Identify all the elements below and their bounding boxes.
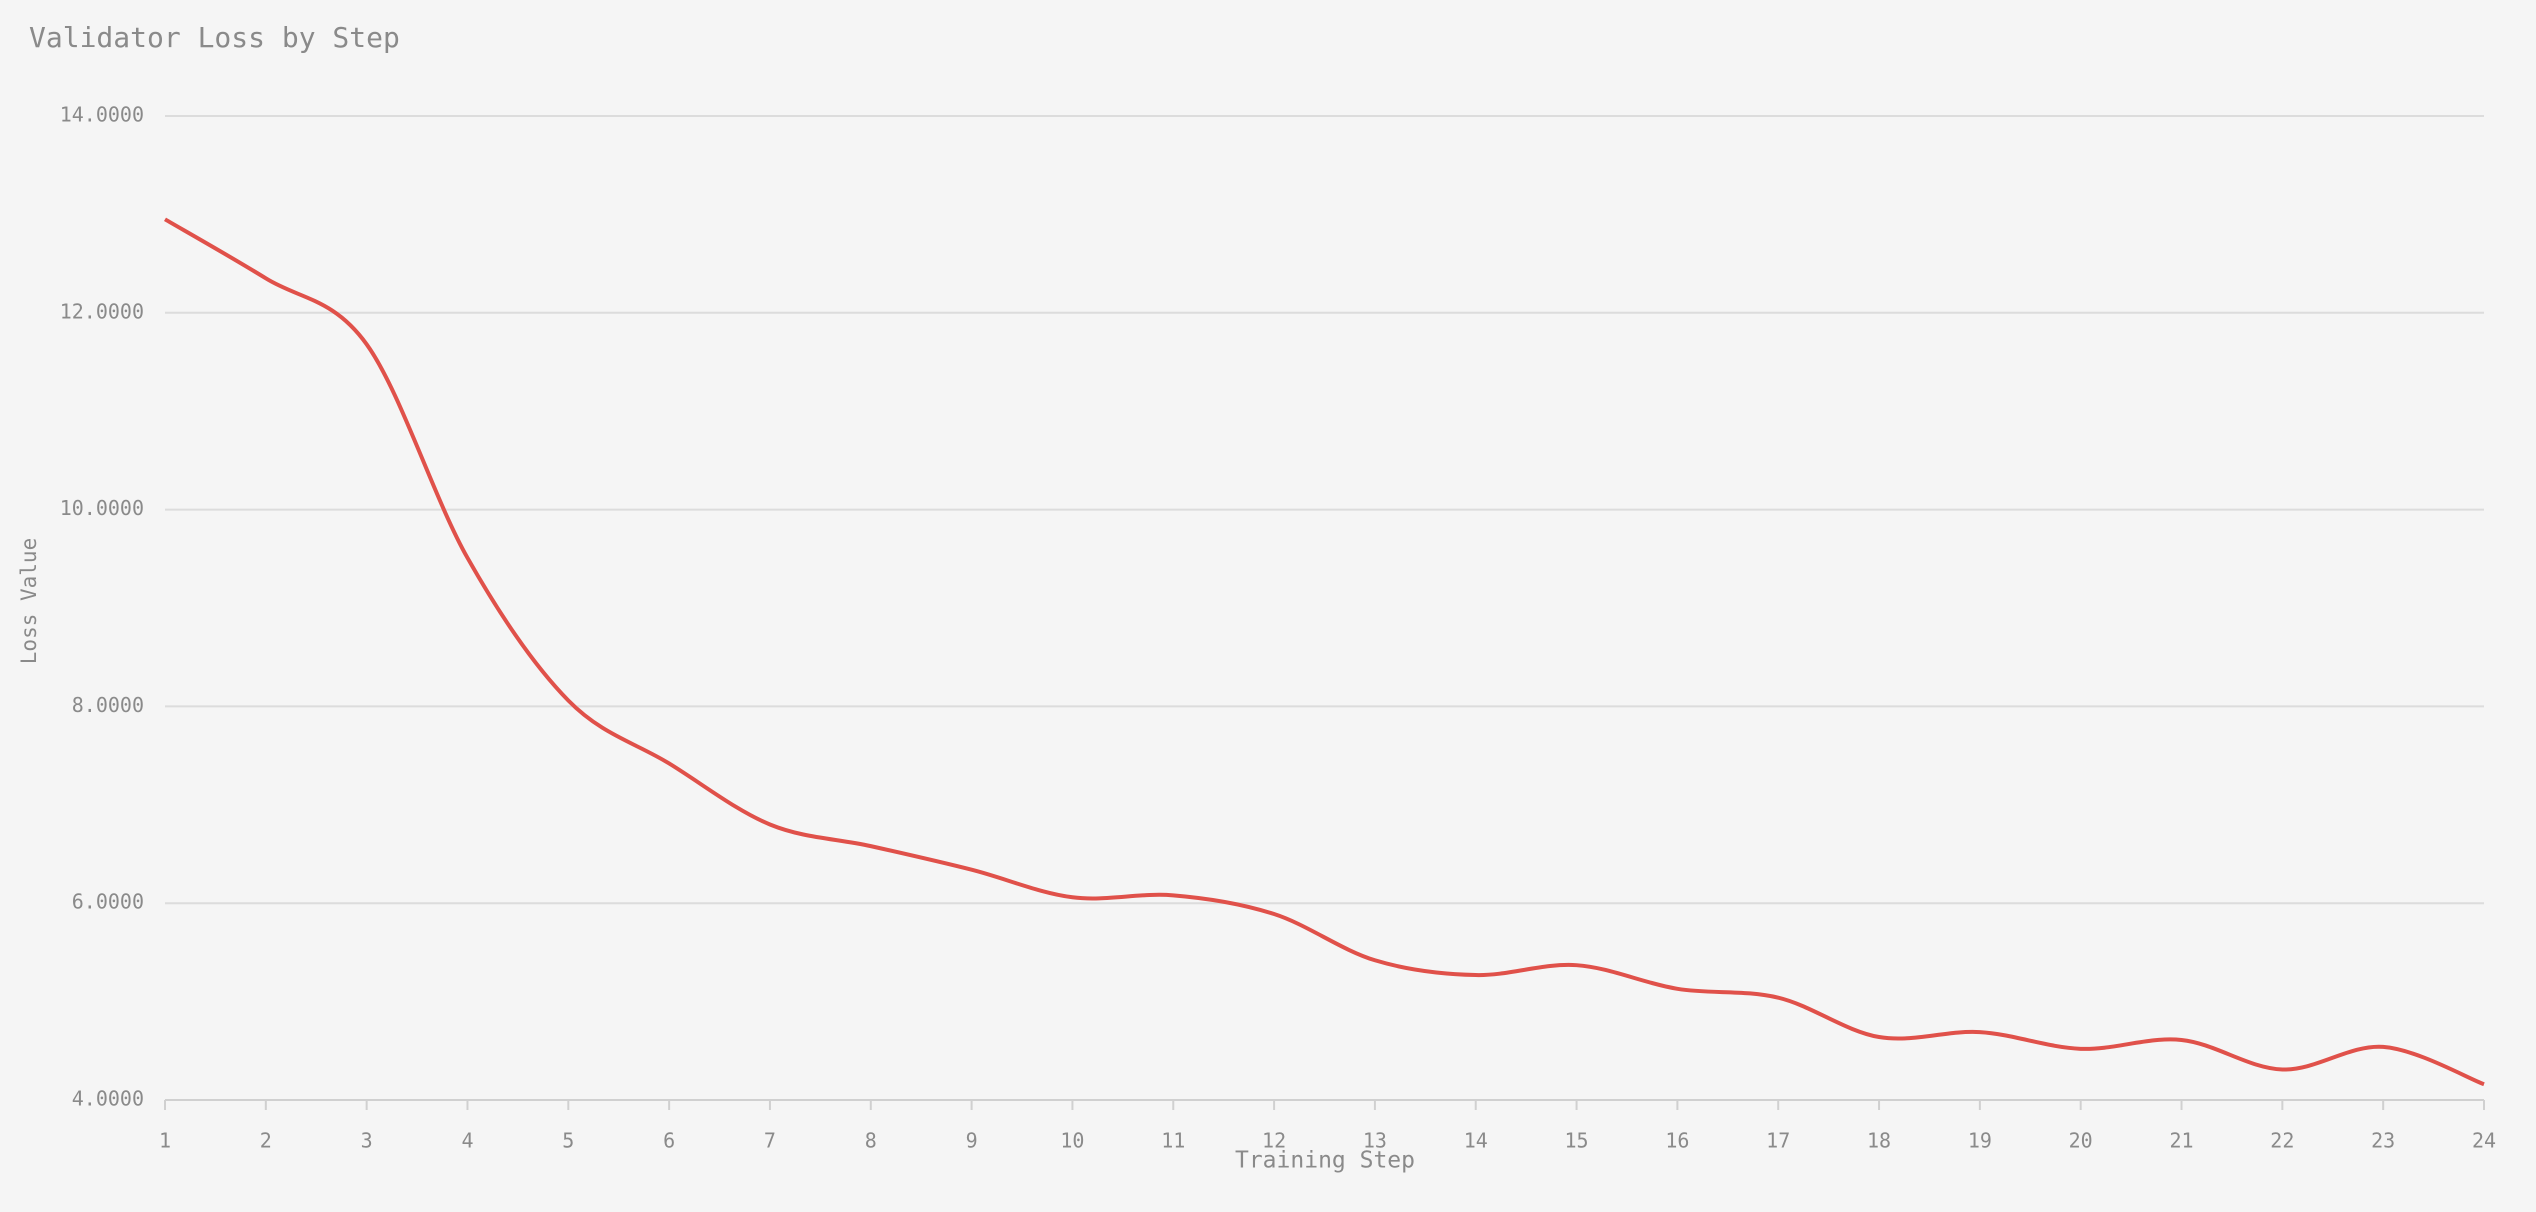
x-tick-label: 3 <box>361 1129 373 1153</box>
x-tick-label: 23 <box>2371 1129 2395 1153</box>
x-tick-label: 21 <box>2169 1129 2193 1153</box>
x-tick-label: 9 <box>966 1129 978 1153</box>
x-tick-label: 11 <box>1161 1129 1185 1153</box>
y-tick-label: 4.0000 <box>72 1087 144 1111</box>
y-tick-label: 12.0000 <box>60 299 144 323</box>
x-tick-label: 6 <box>663 1129 675 1153</box>
x-tick-label: 22 <box>2270 1129 2294 1153</box>
chart-title: Validator Loss by Step <box>29 21 400 54</box>
loss-line <box>163 217 2485 1087</box>
x-tick-label: 7 <box>764 1129 776 1153</box>
x-tick-label: 18 <box>1867 1129 1891 1153</box>
y-tick-label: 14.0000 <box>60 103 144 127</box>
x-tick-label: 19 <box>1968 1129 1992 1153</box>
x-tick-label: 24 <box>2472 1129 2496 1153</box>
x-tick-label: 13 <box>1363 1129 1387 1153</box>
x-tick-label: 14 <box>1464 1129 1488 1153</box>
x-axis-title: Training Step <box>1235 1148 1415 1174</box>
y-tick-label: 6.0000 <box>72 890 144 914</box>
x-tick-label: 20 <box>2069 1129 2093 1153</box>
x-tick-label: 5 <box>562 1129 574 1153</box>
y-axis-title: Loss Value <box>17 538 41 664</box>
x-tick-label: 16 <box>1665 1129 1689 1153</box>
x-tick-label: 17 <box>1766 1129 1790 1153</box>
x-tick-label: 15 <box>1565 1129 1589 1153</box>
x-tick-label: 4 <box>461 1129 473 1153</box>
y-tick-label: 10.0000 <box>60 496 144 520</box>
x-tick-label: 1 <box>159 1129 171 1153</box>
x-tick-label: 12 <box>1262 1129 1286 1153</box>
x-tick-label: 8 <box>865 1129 877 1153</box>
x-tick-label: 10 <box>1060 1129 1084 1153</box>
x-tick-label: 2 <box>260 1129 272 1153</box>
y-tick-label: 8.0000 <box>72 693 144 717</box>
